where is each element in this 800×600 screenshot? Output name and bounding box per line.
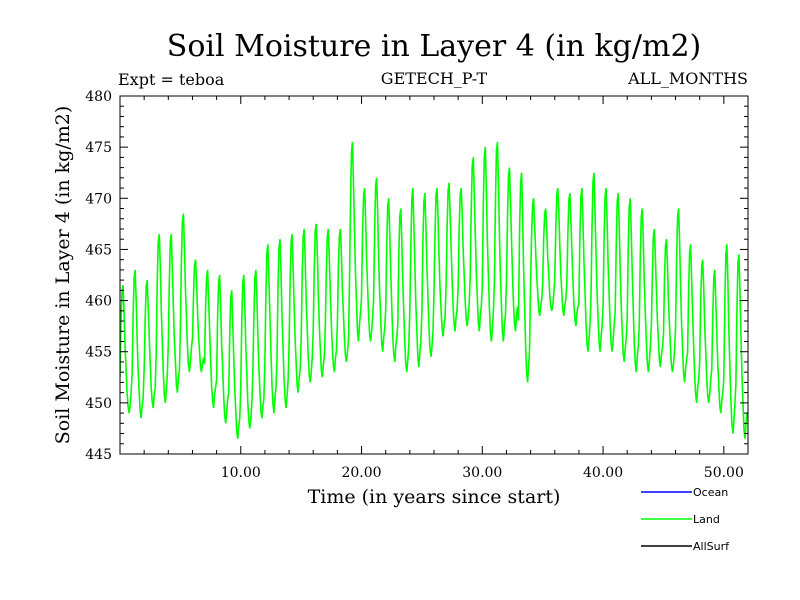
x-axis-label: Time (in years since start)	[308, 486, 561, 508]
y-tick-label: 445	[85, 447, 112, 463]
x-tick-label: 30.00	[462, 465, 502, 481]
subtitle-dataset: GETECH_P-T	[381, 69, 488, 88]
y-tick-label: 465	[85, 242, 112, 258]
x-tick-label: 50.00	[704, 465, 744, 481]
y-tick-label: 450	[85, 396, 112, 412]
subtitle-experiment: Expt = teboa	[118, 70, 225, 89]
y-tick-label: 460	[85, 294, 112, 310]
legend-label-land: Land	[693, 513, 720, 526]
legend: Ocean Land AllSurf	[641, 486, 730, 553]
y-tick-label: 470	[85, 191, 112, 207]
x-tick-label: 10.00	[221, 465, 261, 481]
legend-label-allsurf: AllSurf	[693, 540, 730, 553]
series-line-land	[120, 141, 748, 439]
chart-title: Soil Moisture in Layer 4 (in kg/m2)	[167, 29, 701, 64]
plot-area: 10.00 20.00 30.00 40.00 50.00 445 450 455 460 465…	[85, 89, 749, 481]
y-tick-label: 455	[85, 345, 112, 361]
subtitle-months: ALL_MONTHS	[627, 69, 748, 88]
y-axis-label: Soil Moisture in Layer 4 (in kg/m2)	[52, 106, 74, 445]
y-tick-label: 475	[85, 140, 112, 156]
legend-label-ocean: Ocean	[693, 486, 728, 499]
x-tick-label: 20.00	[341, 465, 381, 481]
y-tick-label: 480	[85, 89, 112, 105]
x-tick-label: 40.00	[583, 465, 623, 481]
